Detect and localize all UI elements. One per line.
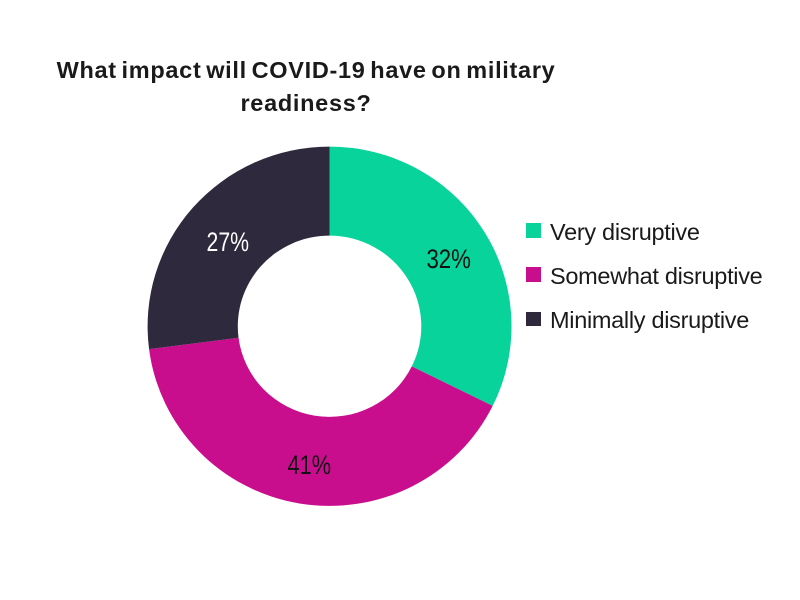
svg-text:32%: 32%: [426, 244, 471, 274]
svg-text:41%: 41%: [288, 450, 332, 480]
svg-text:27%: 27%: [207, 227, 250, 257]
